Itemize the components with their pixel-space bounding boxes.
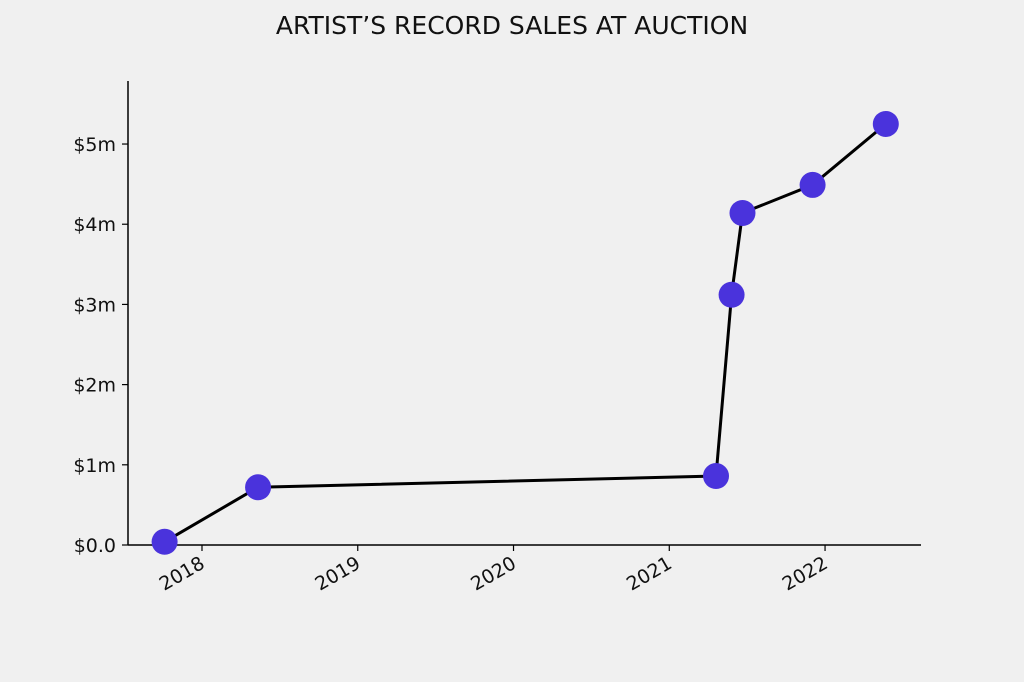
- point: [718, 281, 745, 308]
- y-tick-label: $2m: [73, 375, 116, 397]
- y-tick-label: $3m: [73, 294, 116, 316]
- point: [703, 463, 730, 490]
- point: [245, 474, 272, 501]
- x-tick-label: 2022: [779, 552, 832, 595]
- y-tick-label: $4m: [73, 214, 116, 236]
- chart-title: ARTIST’S RECORD SALES AT AUCTION: [276, 11, 748, 40]
- y-tick-label: $5m: [73, 134, 116, 156]
- y-tick-label: $1m: [73, 455, 116, 477]
- x-tick-label: 2021: [623, 552, 676, 595]
- x-tick-label: 2020: [467, 552, 520, 595]
- line: [163, 122, 887, 544]
- x-tick-label: 2019: [311, 552, 364, 595]
- y-tick-label: $0.0: [74, 535, 116, 557]
- point: [151, 528, 178, 555]
- x-tick-label: 2018: [156, 552, 209, 595]
- point: [729, 199, 756, 226]
- point: [872, 110, 899, 137]
- point: [799, 171, 826, 198]
